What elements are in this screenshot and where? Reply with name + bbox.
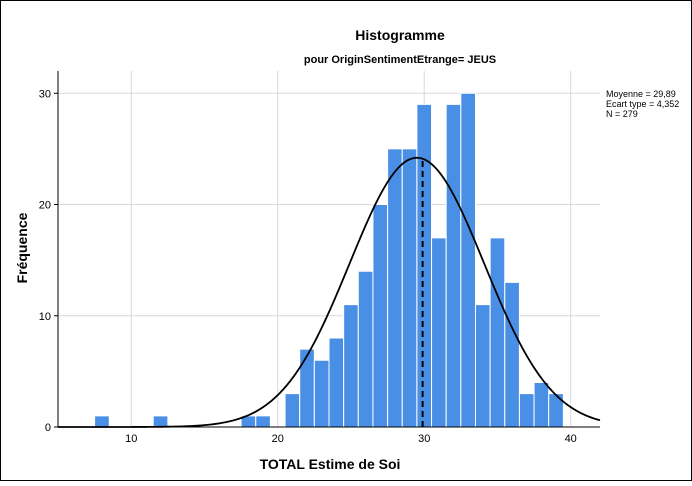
histogram-bar [474, 304, 491, 428]
y-tick-label: 30 [39, 88, 51, 100]
x-tick-label: 10 [125, 433, 137, 445]
stats-std: Ecart type = 4,352 [606, 99, 679, 109]
tick-labels: 10 20 30 40 0 10 20 30 [39, 88, 577, 445]
chart-title: Histogramme [355, 27, 445, 43]
x-tick-label: 30 [418, 433, 430, 445]
histogram-bar [504, 281, 520, 428]
stats-mean: Moyenne = 29,89 [606, 89, 676, 99]
histogram-bar [94, 415, 110, 428]
chart-subtitle: pour OriginSentimentEtrange= JEUS [304, 54, 496, 66]
histogram-bar [299, 348, 315, 428]
histogram-bar [431, 237, 447, 428]
histogram-bar [518, 393, 535, 428]
histogram-bar [489, 237, 506, 428]
y-tick-label: 10 [39, 311, 51, 323]
histogram-bar [416, 103, 433, 428]
x-axis-title: TOTAL Estime de Soi [260, 456, 401, 472]
x-tick-label: 20 [272, 433, 284, 445]
y-tick-label: 20 [39, 200, 51, 212]
x-tick-label: 40 [565, 433, 577, 445]
histogram-bar [152, 415, 169, 428]
normal-curve [58, 156, 601, 428]
normal-curve-layer [58, 156, 601, 428]
histogram-bar [328, 337, 345, 428]
stats-n: N = 279 [606, 109, 638, 119]
histogram-bar [372, 204, 389, 428]
histogram-bar [255, 415, 271, 428]
histogram-bar [533, 382, 550, 428]
grid [58, 71, 600, 427]
histogram-bar [343, 304, 359, 428]
histogram-bar [284, 393, 301, 428]
histogram-bar [357, 270, 374, 428]
y-tick-label: 0 [45, 422, 51, 434]
histogram-bar [387, 148, 403, 428]
histogram-bar [460, 92, 476, 428]
y-axis-title: Fréquence [14, 212, 30, 283]
histogram-bar [401, 148, 418, 428]
histogram-bar [313, 359, 330, 428]
histogram-bar [445, 103, 462, 428]
